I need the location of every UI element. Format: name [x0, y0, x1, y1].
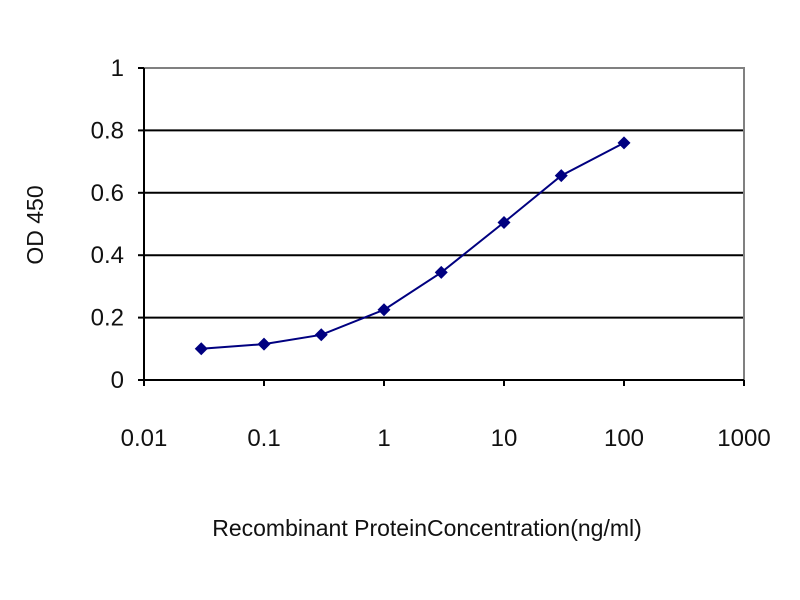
y-tick-label: 0.6 [91, 180, 124, 207]
x-tick-labels: 0.01 0.1 1 10 100 1000 [121, 425, 771, 452]
x-tick-label: 0.1 [247, 425, 280, 452]
series-layer [194, 136, 631, 356]
data-point-marker [314, 328, 328, 342]
y-tick-label: 0 [111, 367, 124, 394]
x-tick-label: 10 [491, 425, 518, 452]
data-point-marker [617, 136, 631, 150]
y-tick-label: 0.4 [91, 242, 124, 269]
data-point-marker [377, 303, 391, 317]
gridlines [144, 129, 744, 319]
series-line-0 [201, 142, 625, 350]
data-point-marker [257, 337, 271, 351]
data-point-marker [554, 169, 568, 183]
x-tick-label: 1 [377, 425, 390, 452]
axes [138, 67, 745, 386]
data-point-marker [194, 342, 208, 356]
data-point-marker [434, 265, 448, 279]
y-tick-labels: 0 0.2 0.4 0.6 0.8 1 [91, 55, 124, 394]
x-tick-label: 1000 [717, 425, 770, 452]
x-axis-title: Recombinant ProteinConcentration(ng/ml) [212, 515, 642, 541]
x-tick-label: 100 [604, 425, 644, 452]
y-tick-label: 1 [111, 55, 124, 82]
y-axis-title: OD 450 [22, 185, 48, 264]
y-tick-label: 0.2 [91, 305, 124, 332]
y-tick-label: 0.8 [91, 117, 124, 144]
x-tick-label: 0.01 [121, 425, 168, 452]
plot-area [143, 67, 745, 381]
data-point-marker [497, 215, 511, 229]
